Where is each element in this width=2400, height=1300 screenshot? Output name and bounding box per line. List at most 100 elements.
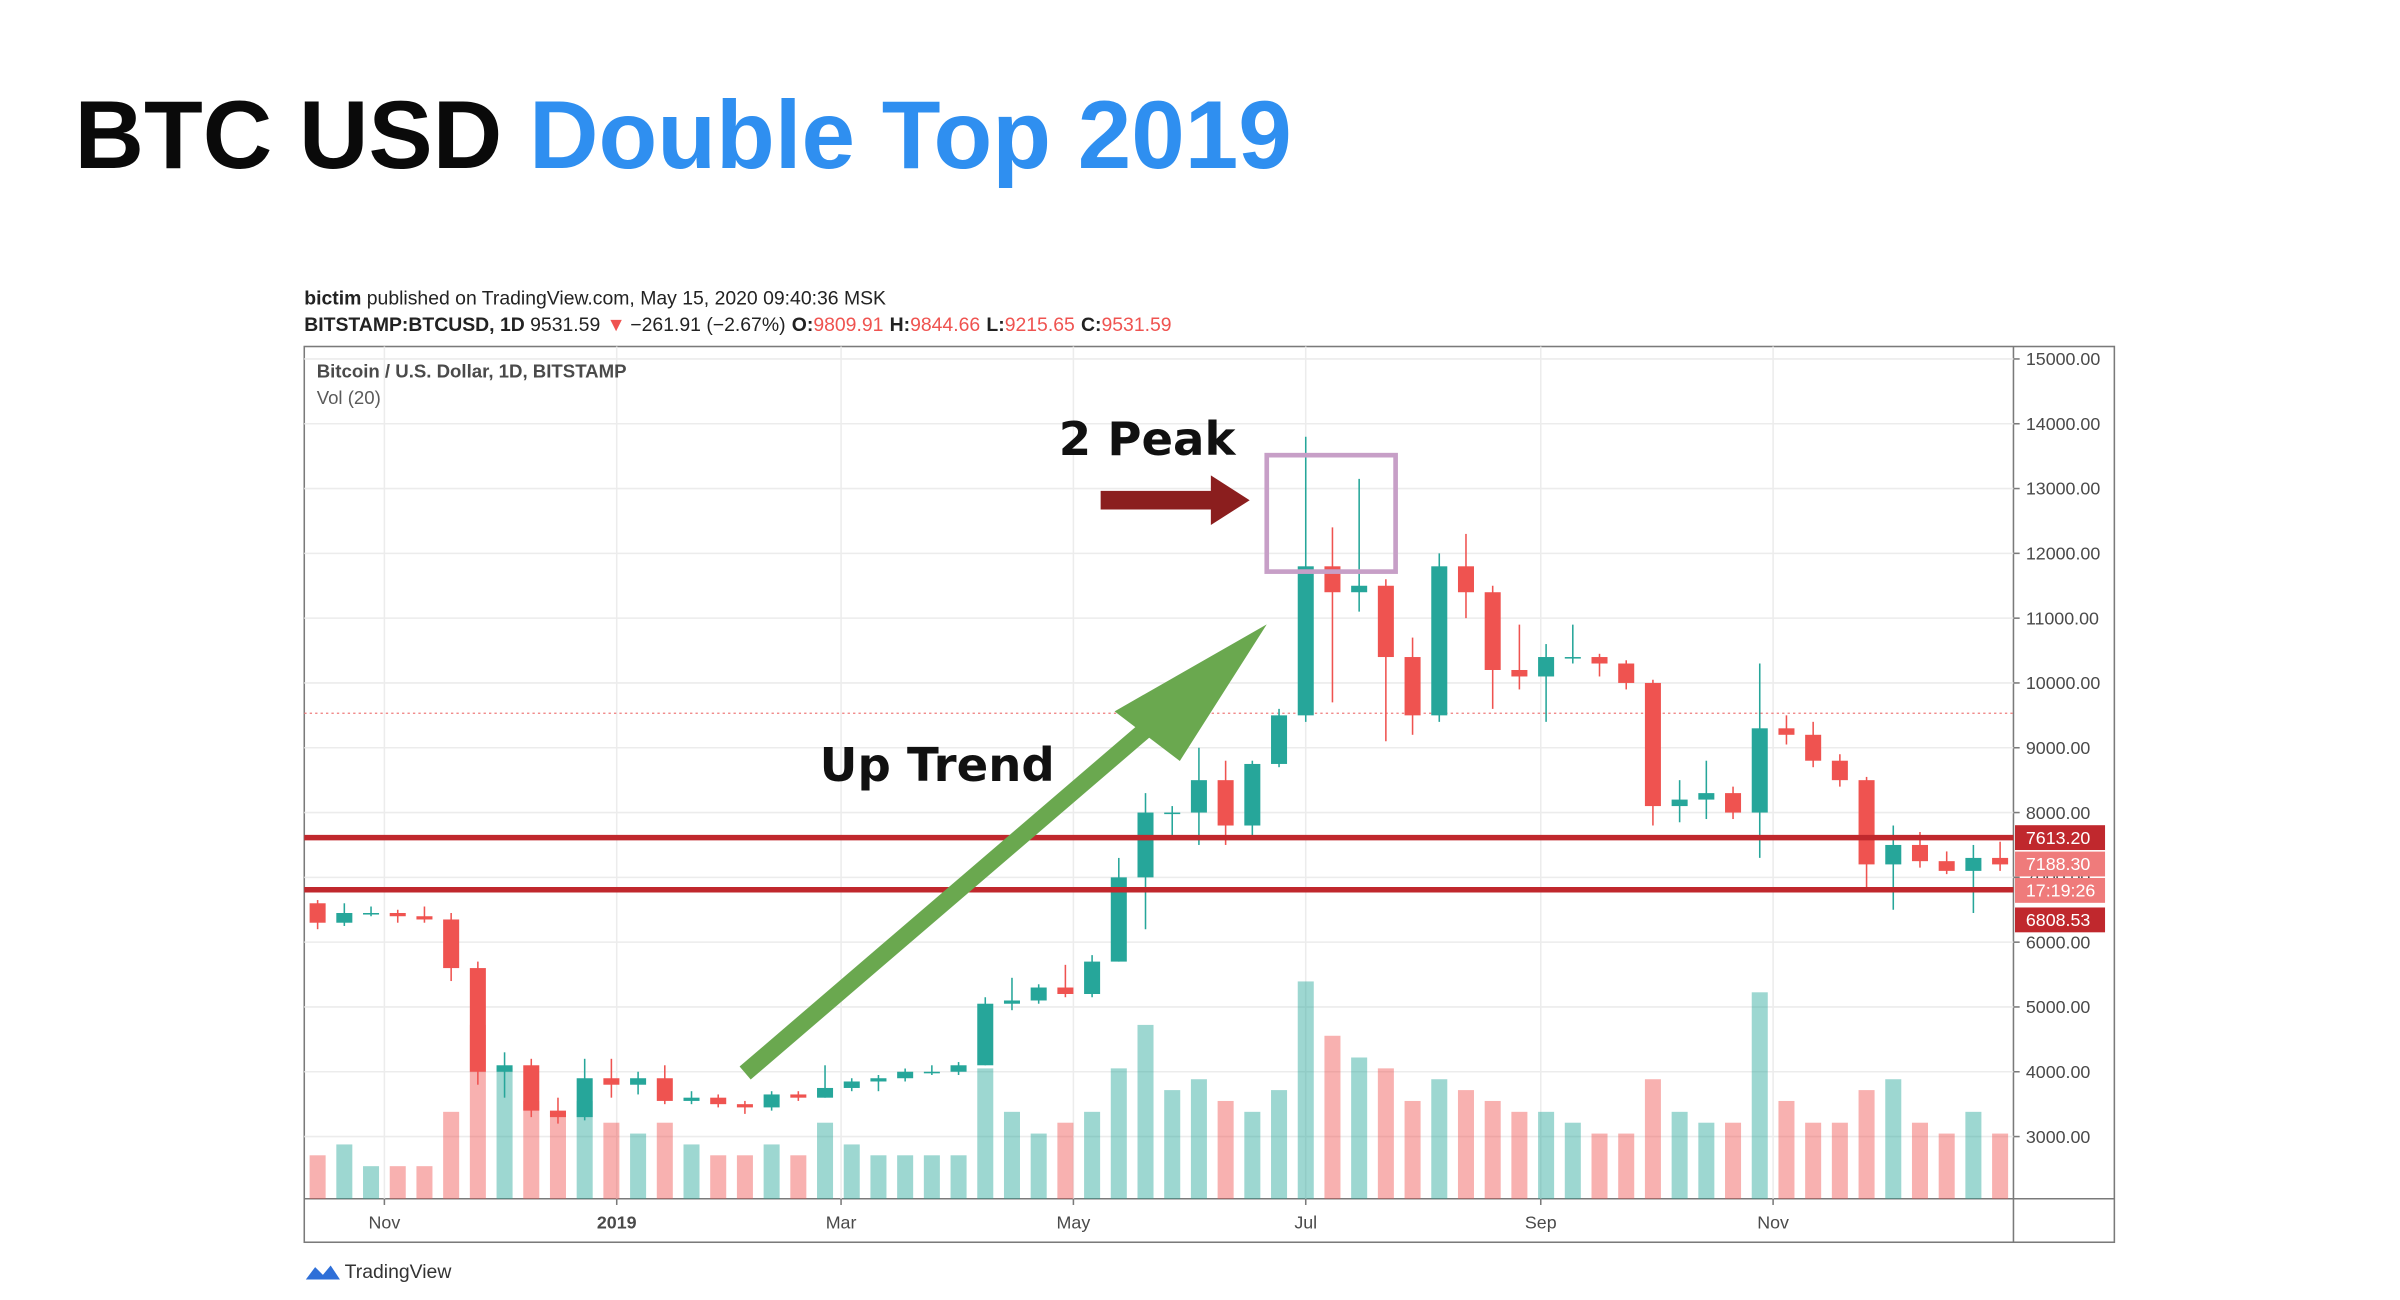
- volume-bar: [977, 1068, 994, 1199]
- candle-body: [710, 1097, 727, 1105]
- brand: TradingView: [345, 1261, 453, 1283]
- candle-body: [576, 1078, 593, 1118]
- price-badge: 7188.30: [2015, 851, 2106, 877]
- volume-bar: [1244, 1111, 1261, 1199]
- candle-body: [870, 1078, 887, 1082]
- candle-body: [817, 1087, 834, 1098]
- candle-body: [1938, 861, 1955, 871]
- volume-bar: [630, 1133, 647, 1199]
- trend-arrow-head: [1114, 624, 1267, 761]
- legend-symbol: Bitcoin / U.S. Dollar, 1D, BITSTAMP: [317, 361, 627, 382]
- y-tick-label: 3000.00: [2026, 1127, 2091, 1147]
- volume-bar: [309, 1155, 326, 1199]
- volume-bar: [1858, 1090, 1875, 1199]
- candle-body: [416, 916, 433, 920]
- candle-body: [549, 1110, 566, 1118]
- volume-bar: [1030, 1133, 1047, 1199]
- volume-bar: [363, 1166, 380, 1199]
- volume-bar: [736, 1155, 753, 1199]
- ohlc-key: O:: [792, 314, 814, 336]
- trend-arrow-shaft: [739, 720, 1155, 1080]
- publish-line: bictim published on TradingView.com, May…: [304, 288, 886, 310]
- candle-body: [923, 1071, 940, 1074]
- x-tick-label: Nov: [369, 1212, 401, 1232]
- volume-bar: [1457, 1090, 1474, 1199]
- candle-body: [843, 1081, 860, 1088]
- x-tick-label: Mar: [826, 1212, 857, 1232]
- candle-body: [1297, 566, 1314, 716]
- candle-body: [363, 912, 380, 915]
- volume-bar: [1484, 1100, 1501, 1199]
- volume-bar: [389, 1166, 406, 1199]
- annotation: Up Trend: [820, 738, 1055, 792]
- countdown-badge-text: 17:19:26: [2026, 881, 2096, 901]
- volume-bar: [1564, 1122, 1581, 1199]
- candle-body: [1591, 657, 1608, 664]
- volume-bar: [1324, 1035, 1341, 1199]
- ohlc-key: C:: [1081, 314, 1101, 336]
- volume-bar: [1778, 1100, 1795, 1199]
- candle-body: [1190, 780, 1207, 813]
- volume-bar: [1137, 1024, 1154, 1199]
- candle-body: [1751, 728, 1768, 813]
- x-tick-label: May: [1057, 1212, 1091, 1232]
- ohlc-key: L:: [986, 314, 1004, 336]
- x-tick-label: Nov: [1757, 1212, 1789, 1232]
- volume-bar: [1217, 1100, 1234, 1199]
- volume-bar: [897, 1155, 914, 1199]
- y-tick-label: 5000.00: [2026, 997, 2091, 1017]
- candle-body: [1805, 734, 1822, 761]
- price-badge: 7613.20: [2015, 825, 2106, 851]
- candle-body: [603, 1078, 620, 1085]
- volume-bar: [1084, 1111, 1101, 1199]
- change: −261.91 (−2.67%): [630, 314, 785, 336]
- price-badge-box: [2015, 851, 2106, 877]
- volume-bar: [1297, 981, 1314, 1199]
- candle-body: [1644, 682, 1661, 807]
- x-tick-label: 2019: [597, 1212, 637, 1232]
- price-badge: 6808.53: [2015, 907, 2106, 933]
- annotation: 2 Peak: [1059, 412, 1237, 466]
- candle-body: [309, 903, 326, 923]
- volume-bar: [576, 1100, 593, 1199]
- candle-body: [1457, 566, 1474, 593]
- ohlc-value: 9215.65: [1005, 314, 1075, 336]
- y-tick-label: 9000.00: [2026, 738, 2091, 758]
- candle-body: [1057, 987, 1074, 994]
- price-badge-text: 7188.30: [2026, 854, 2091, 874]
- volume-bar: [763, 1144, 780, 1199]
- candle-body: [1137, 812, 1154, 878]
- volume-bar: [1190, 1079, 1207, 1199]
- volume-bar: [950, 1155, 967, 1199]
- candle-body: [1831, 760, 1848, 781]
- volume-bar: [416, 1166, 433, 1199]
- candle-body: [1484, 592, 1501, 670]
- y-tick-label: 15000.00: [2026, 349, 2101, 369]
- volume-bar: [1751, 992, 1768, 1199]
- price-badge-text: 6808.53: [2026, 910, 2091, 930]
- volume-bar: [1671, 1111, 1688, 1199]
- candle-body: [469, 968, 486, 1072]
- volume-bar: [790, 1155, 807, 1199]
- slide-title: BTC USD Double Top 2019: [75, 82, 1292, 189]
- candle-body: [443, 919, 460, 969]
- candle-body: [1992, 857, 2009, 865]
- volume-bar: [1992, 1133, 2009, 1199]
- volume-bar: [1351, 1057, 1368, 1199]
- logo-icon: [305, 1265, 340, 1280]
- volume-bar: [1538, 1111, 1555, 1199]
- volume-bar: [443, 1111, 460, 1199]
- candle-body: [1698, 793, 1715, 800]
- volume-bar: [843, 1144, 860, 1199]
- ohlc-value: 9844.66: [910, 314, 980, 336]
- volume-bar: [603, 1122, 620, 1199]
- candle-body: [496, 1065, 513, 1072]
- y-tick-label: 6000.00: [2026, 932, 2091, 952]
- candle-body: [736, 1104, 753, 1108]
- candle-body: [389, 912, 406, 917]
- price-badge-box: [2015, 907, 2106, 933]
- footer-logo: TradingView: [305, 1261, 453, 1283]
- plot-area: [304, 346, 2014, 1199]
